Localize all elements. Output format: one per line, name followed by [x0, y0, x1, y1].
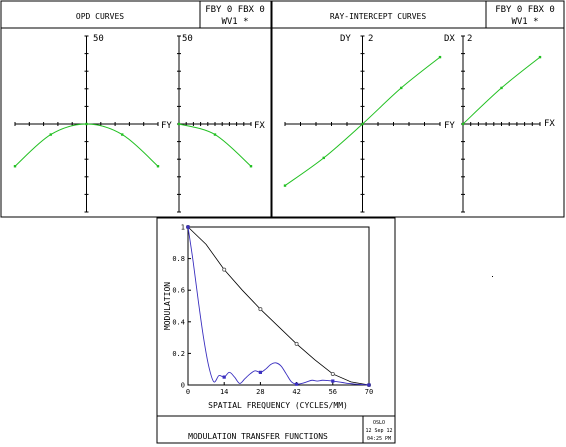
ray-left-data-point	[283, 184, 287, 187]
ray-left-scale-label: 2	[368, 34, 373, 44]
ray-left-axis-name: DY	[340, 34, 351, 44]
mtf-series-1-marker	[222, 267, 227, 272]
opd-left-data-point	[85, 122, 88, 126]
mtf-series-1-marker	[258, 307, 263, 312]
mtf-x-axis-label: SPATIAL FREQUENCY (CYCLES/MM)	[208, 401, 348, 410]
ray-right-axis-name: DX	[444, 34, 455, 44]
mtf-stamp-program: OSLO	[373, 420, 385, 426]
opd-wave-label: WV1 *	[221, 17, 248, 27]
mtf-y-tick-label: 0.4	[172, 318, 185, 326]
opd-right-data-point	[249, 165, 253, 168]
mtf-series-2-marker	[186, 225, 190, 229]
opd-right-plot	[177, 35, 253, 213]
opd-right-data-point	[213, 133, 217, 136]
ray-left-data-point	[322, 156, 325, 160]
ray-right-plot	[461, 35, 542, 213]
mtf-series-2-line	[187, 226, 370, 386]
mtf-plot-frame	[187, 226, 370, 386]
mtf-y-axis-label: MODULATION	[163, 282, 172, 330]
ray-right-data-point	[500, 86, 503, 90]
mtf-y-tick-label: 0.8	[172, 255, 185, 263]
opd-right-data-point	[177, 122, 181, 126]
opd-left-data-point	[156, 165, 160, 168]
mtf-series-1-marker	[330, 371, 335, 376]
ray-right-data-point	[538, 55, 542, 59]
ray-left-data-point	[438, 55, 442, 59]
opd-right-axis-label: FX	[254, 121, 265, 131]
ray-right-scale-label: 2	[467, 34, 472, 44]
ray-right-data-point	[461, 122, 465, 126]
mtf-y-tick-label: 0.2	[172, 350, 185, 358]
mtf-stamp-time: 04:25 PM	[367, 436, 391, 442]
mtf-panel: MODULATION TRANSFER FUNCTIONS OSLO 12 Se…	[156, 217, 396, 444]
ray-field-label: FBY 0 FBX 0	[495, 5, 555, 15]
ray-panel: RAY-INTERCEPT CURVES FBY 0 FBX 0 WV1 * D…	[271, 0, 565, 218]
mtf-panel-frame	[156, 217, 396, 444]
mtf-title: MODULATION TRANSFER FUNCTIONS	[188, 432, 328, 441]
mtf-x-tick-label: 56	[329, 388, 337, 396]
mtf-stamp-date: 12 Sep 12	[365, 428, 392, 434]
mtf-plot: 0 14 28 42 56 70 0 0.2 0.4 0.6 0.8 1	[172, 224, 373, 397]
ray-title: RAY-INTERCEPT CURVES	[330, 12, 427, 21]
ray-right-series-line	[462, 56, 541, 125]
mtf-x-tick-label: 28	[256, 388, 264, 396]
opd-left-scale-label: 50	[93, 34, 104, 44]
opd-panel-frame	[0, 0, 272, 218]
mtf-series-2-marker	[331, 379, 335, 383]
opd-right-scale-label: 50	[182, 34, 193, 44]
ray-left-data-point	[361, 122, 364, 126]
mtf-series-2-marker	[222, 375, 226, 379]
ray-wave-label: WV1 *	[511, 17, 538, 27]
mtf-x-tick-label: 42	[292, 388, 300, 396]
ray-right-axis-label: FX	[544, 119, 555, 129]
mtf-y-tick-label: 0.6	[172, 287, 185, 295]
opd-right-series-line	[178, 123, 252, 167]
mtf-series-1-marker	[294, 341, 299, 346]
opd-left-data-point	[13, 165, 17, 168]
ray-left-data-point	[400, 86, 403, 90]
ray-left-axis-label: FY	[444, 121, 455, 131]
stray-dot	[492, 276, 493, 277]
opd-panel: OPD CURVES FBY 0 FBX 0 WV1 * 50 FY 50 FX	[0, 0, 272, 218]
mtf-x-tick-label: 14	[220, 388, 228, 396]
mtf-series-2-marker	[295, 382, 299, 386]
opd-title: OPD CURVES	[76, 12, 124, 21]
opd-left-plot	[13, 35, 160, 213]
mtf-x-tick-label: 70	[365, 388, 373, 396]
opd-field-label: FBY 0 FBX 0	[205, 5, 265, 15]
mtf-series-2-marker	[258, 370, 262, 374]
mtf-series-2-marker	[367, 383, 371, 387]
mtf-x-tick-label: 0	[186, 388, 190, 396]
opd-left-axis-label: FY	[161, 121, 172, 131]
mtf-y-tick-label: 0	[181, 382, 185, 390]
ray-left-plot	[283, 35, 442, 213]
opd-left-data-point	[49, 133, 52, 136]
ray-panel-frame	[271, 0, 565, 218]
mtf-series-1-line	[187, 226, 370, 386]
mtf-y-tick-label: 1	[181, 224, 185, 232]
opd-left-data-point	[121, 133, 124, 136]
